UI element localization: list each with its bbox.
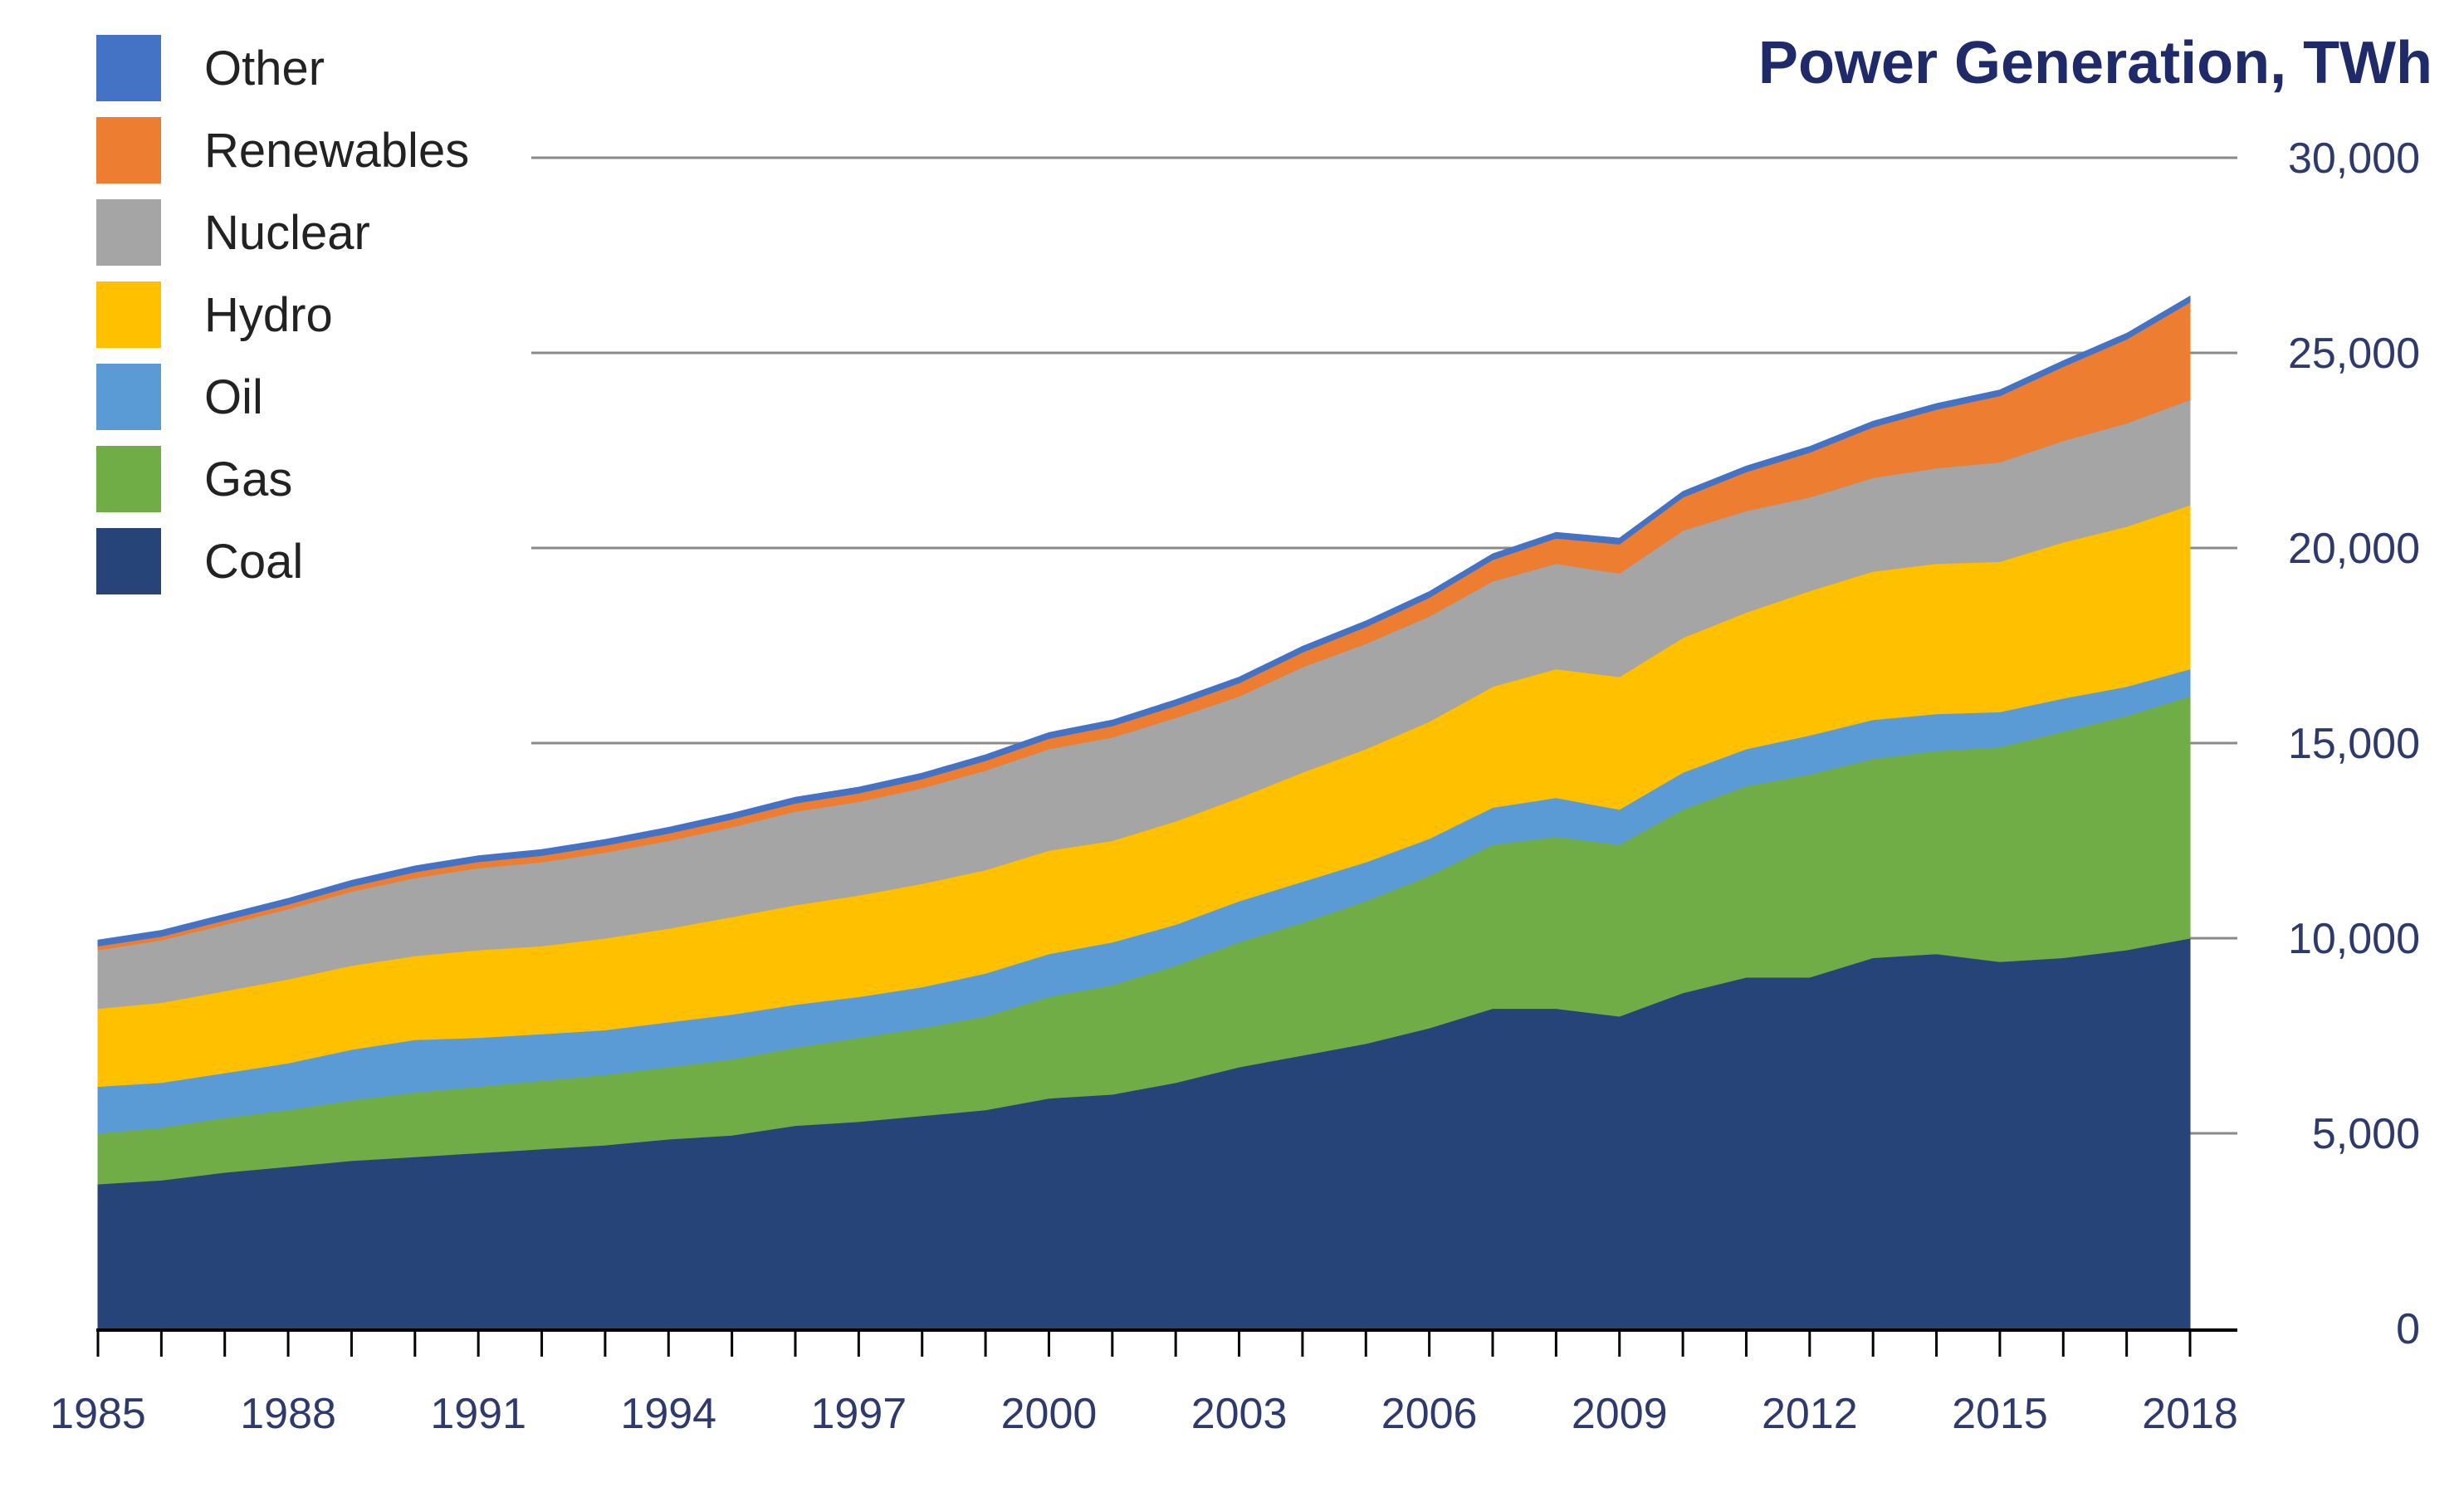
stacked-areas [97,295,2191,1329]
legend-label-coal: Coal [204,535,303,589]
area-other [97,295,2191,947]
legend-label-oil: Oil [204,370,263,424]
x-tick-label: 1991 [430,1390,526,1438]
x-tick-label: 2009 [1572,1390,1668,1438]
legend-label-other: Other [204,42,325,95]
legend-swatch-oil [96,364,161,430]
x-tick-label: 1988 [240,1390,336,1438]
y-tick-label: 10,000 [2288,915,2420,963]
y-axis-tick-labels: 0 5,000 10,000 15,000 20,000 25,000 30,000 [2288,135,2420,1353]
legend-label-renewables: Renewables [204,124,469,178]
x-tick-label: 2015 [1952,1390,2048,1438]
legend-swatch-gas [96,446,161,512]
x-tick-label: 2003 [1191,1390,1288,1438]
y-tick-label: 5,000 [2312,1110,2420,1158]
x-axis [96,1328,2237,1357]
x-tick-label: 2018 [2142,1390,2238,1438]
x-tick-label: 1985 [50,1390,146,1438]
y-tick-label: 30,000 [2288,135,2420,183]
x-tick-label: 2006 [1381,1390,1478,1438]
legend-swatch-other [96,35,161,101]
y-tick-label: 0 [2396,1305,2420,1353]
x-tick-label: 1997 [811,1390,907,1438]
x-tick-label: 1994 [620,1390,716,1438]
legend-label-nuclear: Nuclear [204,206,370,260]
legend-swatch-hydro [96,281,161,348]
legend-swatch-nuclear [96,199,161,266]
x-tick-label: 2012 [1762,1390,1858,1438]
y-tick-label: 25,000 [2288,330,2420,378]
y-tick-label: 15,000 [2288,720,2420,768]
legend-swatch-renewables [96,117,161,183]
legend-label-hydro: Hydro [204,288,333,342]
x-tick-label: 2000 [1001,1390,1098,1438]
x-axis-tick-labels: 1985 1988 1991 1994 1997 2000 2003 2006 2009 2012… [50,1390,2238,1438]
y-tick-label: 20,000 [2288,525,2420,573]
legend-swatch-coal [96,528,161,594]
legend-label-gas: Gas [204,452,292,506]
chart-title: Power Generation, TWh [1758,30,2432,96]
legend: Other Renewables Nuclear Hydro Oil Gas Coal [96,35,469,594]
